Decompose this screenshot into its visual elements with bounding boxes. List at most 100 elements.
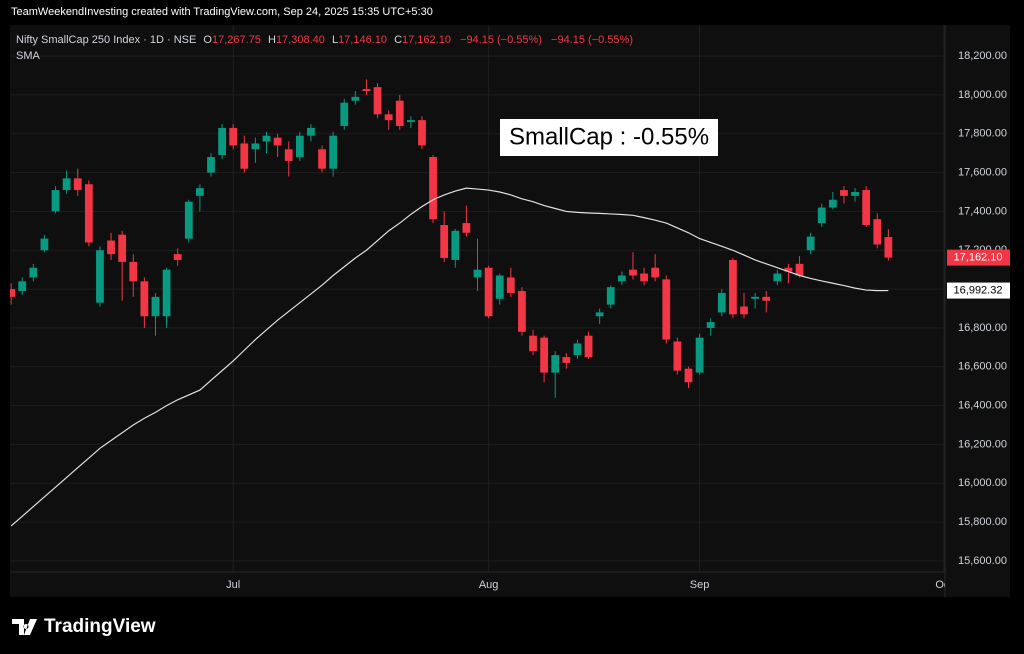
candle-body: [207, 157, 215, 173]
y-tick-label: 17,600.00: [958, 166, 1007, 178]
candle-body: [717, 292, 726, 313]
candle-body: [751, 296, 759, 299]
candle-body: [773, 273, 782, 282]
legend-value: 17,162.10: [402, 34, 451, 46]
legend-change: −94.15 (−0.55%): [460, 34, 542, 46]
candle-body: [595, 312, 604, 317]
candle-body: [240, 143, 249, 169]
candle-body: [862, 190, 871, 226]
x-tick-label: Aug: [479, 579, 499, 591]
candle-body: [729, 259, 737, 315]
legend-title: Nifty SmallCap 250 Index · 1D · NSE: [16, 34, 196, 46]
candle-body: [573, 343, 582, 356]
logo-text: TradingView: [44, 616, 156, 637]
candle-body: [84, 184, 93, 243]
candle-body: [262, 135, 271, 142]
candle-body: [551, 355, 560, 373]
x-tick-label: Oct: [935, 579, 952, 591]
y-tick-label: 18,200.00: [958, 50, 1007, 62]
candle-body: [118, 234, 127, 262]
y-tick-label: 16,000.00: [958, 477, 1007, 489]
y-tick-label: 15,800.00: [958, 516, 1007, 528]
y-tick-label: 16,400.00: [958, 399, 1007, 411]
sma-last-box: [947, 282, 1010, 299]
candle-body: [273, 137, 282, 146]
candle-body: [162, 269, 171, 317]
sma-line: [10, 187, 889, 527]
candle-body: [662, 279, 671, 340]
candle-body: [251, 143, 260, 150]
candle-body: [151, 296, 160, 317]
y-tick-label: 18,000.00: [958, 89, 1007, 101]
candle-body: [40, 238, 49, 251]
legend: Nifty SmallCap 250 Index · 1D · NSE O17,…: [16, 34, 633, 46]
candle-body: [329, 135, 338, 169]
legend-key: L: [332, 34, 338, 46]
candle-body: [706, 322, 715, 328]
candle-body: [806, 236, 815, 251]
candle-body: [695, 337, 704, 373]
y-tick-label: 17,400.00: [958, 205, 1007, 217]
candle-body: [295, 135, 304, 158]
candle-body: [506, 277, 515, 293]
legend-value: 17,267.75: [212, 34, 261, 46]
candle-body: [673, 341, 682, 371]
candle-body: [173, 254, 182, 260]
candle-body: [451, 230, 460, 260]
annotation: SmallCap : -0.55%: [509, 123, 709, 150]
candle-body: [473, 269, 482, 278]
candle-body: [307, 127, 315, 136]
legend-value: 17,308.40: [276, 34, 325, 46]
legend-value: 17,146.10: [338, 34, 387, 46]
y-tick-label: 16,200.00: [958, 438, 1007, 450]
candle-body: [73, 178, 82, 191]
candle-body: [684, 368, 693, 383]
candle-body: [828, 199, 837, 208]
candle-body: [540, 337, 549, 373]
candle-body: [851, 191, 859, 196]
sma-last-label: 16,992.32: [954, 284, 1003, 296]
candle-body: [529, 335, 537, 352]
candle-body: [18, 281, 27, 292]
legend-key: C: [394, 34, 402, 46]
candle-body: [606, 287, 615, 305]
candle-body: [584, 335, 593, 358]
candle-body: [395, 100, 404, 126]
y-tick-label: 16,600.00: [958, 361, 1007, 373]
candle-body: [10, 289, 15, 297]
candle-body: [406, 120, 415, 123]
candle-body: [351, 96, 360, 101]
candle-body: [462, 223, 471, 233]
candle-body: [284, 149, 293, 161]
legend-key: H: [268, 34, 276, 46]
candle-body: [762, 296, 771, 301]
x-tick-label: Jul: [226, 579, 240, 591]
candle-body: [140, 281, 149, 317]
y-tick-label: 16,800.00: [958, 322, 1007, 334]
header: TeamWeekendInvesting created with Tradin…: [11, 6, 433, 18]
legend-change: −94.15 (−0.55%): [551, 34, 633, 46]
candle-body: [795, 263, 804, 276]
candle-body: [873, 219, 882, 245]
chart-background: [10, 25, 1010, 597]
logo-icon: [12, 619, 37, 635]
candle-body: [62, 178, 71, 191]
candle-body: [817, 207, 826, 224]
candle-body: [96, 250, 104, 303]
candle-body: [384, 114, 393, 121]
candle-body: [640, 273, 648, 282]
legend-sma: SMA: [16, 50, 41, 62]
candle-body: [629, 269, 637, 276]
logo: TradingView: [12, 616, 156, 637]
candle-body: [362, 89, 371, 92]
candle-body: [184, 201, 193, 239]
candle-body: [651, 267, 660, 278]
y-tick-label: 17,800.00: [958, 128, 1007, 140]
legend-key: O: [203, 34, 212, 46]
annotation-box: [500, 119, 718, 156]
candle-body: [373, 87, 382, 115]
candle-body: [129, 261, 138, 282]
candle-body: [29, 267, 38, 278]
candle-body: [562, 357, 571, 363]
